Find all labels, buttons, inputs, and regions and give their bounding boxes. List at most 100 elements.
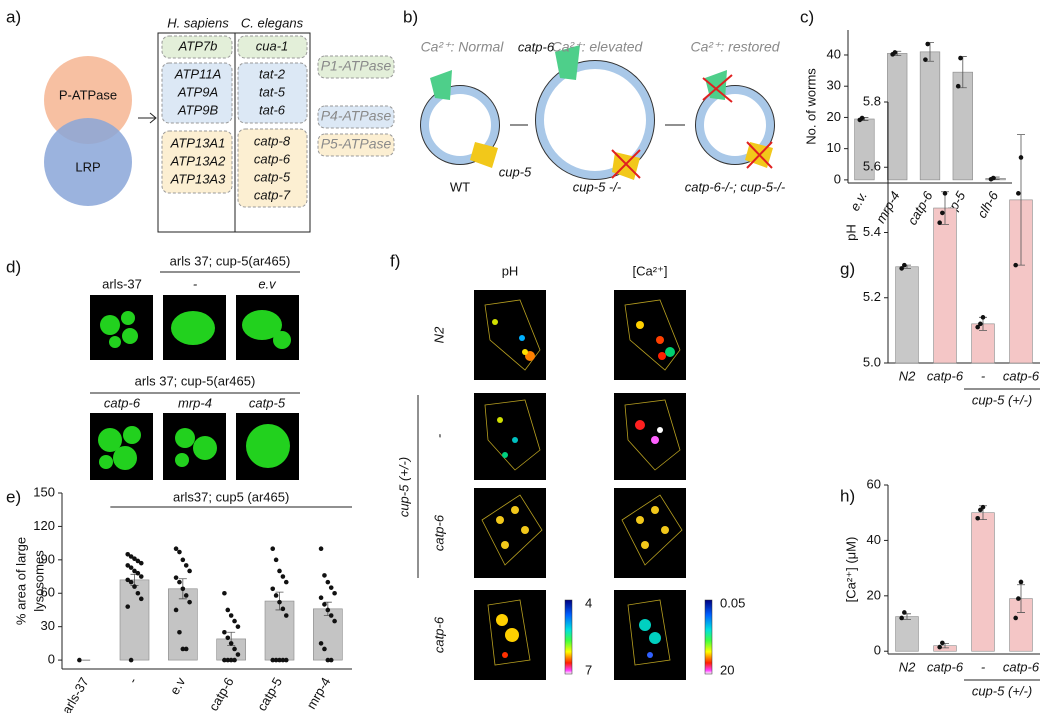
y-tick-label: 40 [827,46,841,61]
data-point [283,657,289,663]
state-label: Ca²⁺: restored [690,39,780,55]
panel-b [420,45,775,180]
y-tick-label: 5.6 [863,159,881,174]
panel-label: h) [840,486,855,505]
bar [895,616,919,652]
genotype: catp-6-/-; cup-5-/- [685,179,786,194]
group-label: cup-5 (+/-) [972,683,1032,698]
panel-label: d) [6,257,21,276]
y-tick-label: 10 [827,140,841,155]
bar [119,579,150,661]
data-point [280,657,286,663]
data-point [859,115,865,121]
gene: ATP7b [178,38,218,53]
data-point [132,556,137,562]
column-header: pH [502,263,519,278]
data-point [273,657,279,663]
data-point [332,618,337,624]
data-point [322,573,327,578]
group-box [161,35,233,59]
venn-circle [44,118,132,206]
data-point [138,596,144,602]
gene: tat-6 [259,102,286,117]
arrow-head [149,112,157,124]
bar [264,600,295,661]
data-point [132,568,137,574]
group-label: cup-5 (+/-) [972,392,1032,407]
channel [555,45,580,80]
cell [421,86,499,164]
group-box [161,130,233,194]
gene: cua-1 [256,38,289,53]
y-tick-label: 30 [41,618,55,633]
data-point [187,599,192,605]
bar [895,266,919,364]
data-point [980,504,986,510]
data-point [318,546,324,551]
channel [612,152,640,180]
cell [696,86,774,164]
family-label: P1-ATPase [321,58,392,74]
x-tick-label: catp-6 [927,368,964,383]
data-point [925,41,931,47]
error-bar [1017,584,1025,613]
data-point [222,590,227,596]
group-label: arls 37; cup-5(ar465) [170,253,291,268]
column-header: [Ca²⁺] [632,263,667,278]
state-label: Ca²⁺: elevated [552,39,644,55]
micrograph [614,488,686,578]
lysosomes [98,310,291,470]
data-point [318,641,324,646]
data-point [125,577,131,583]
data-point [235,652,241,657]
y-tick-label: 30 [827,78,841,93]
data-point [273,593,279,598]
gene: catp-6 [254,151,291,166]
x-tick-label: clh-6 [974,188,1001,221]
family-label: P5-ATPase [321,136,392,152]
data-point [1013,262,1018,268]
gene: tat-2 [259,66,286,81]
data-point [187,568,192,574]
panel-label: b) [403,7,418,26]
panel-label: e) [6,487,21,506]
bar [313,608,343,661]
data-point [892,50,898,55]
data-point [128,579,134,585]
x-tick-label: N2 [899,659,916,674]
data-point [222,629,227,635]
x-tick-label: catp-6 [1003,368,1040,383]
data-point [138,560,144,566]
data-point [232,657,237,663]
y-tick-label: 5.2 [863,289,881,304]
x-tick-label: e.v [167,674,189,697]
group-box [237,35,308,59]
y-tick-label: 0 [834,171,841,186]
data-point [322,646,327,652]
scale-label: 20 [720,662,734,677]
venn-label: P-ATPase [59,87,117,102]
data-point [902,610,907,615]
data-point [1018,155,1024,160]
y-tick-label: 0 [48,652,55,667]
data-point [222,657,227,663]
data-point [138,574,144,579]
gene: ATP9A [177,84,218,99]
data-point [942,191,948,196]
bar [887,53,908,181]
channel-label: cup-5 [499,164,532,179]
micrograph [474,393,546,480]
data-point [183,593,189,598]
data-point [132,584,137,589]
micrograph [474,488,546,578]
panel-label: g) [840,259,855,278]
y-tick-label: 0 [874,643,881,658]
row-label: catp-6 [431,616,446,653]
data-point [923,57,928,62]
data-point [180,557,186,563]
gene: ATP13A3 [170,171,226,186]
x-tick-label: N2 [899,368,916,383]
data-point [980,315,986,320]
y-tick-label: 5.8 [863,93,881,108]
